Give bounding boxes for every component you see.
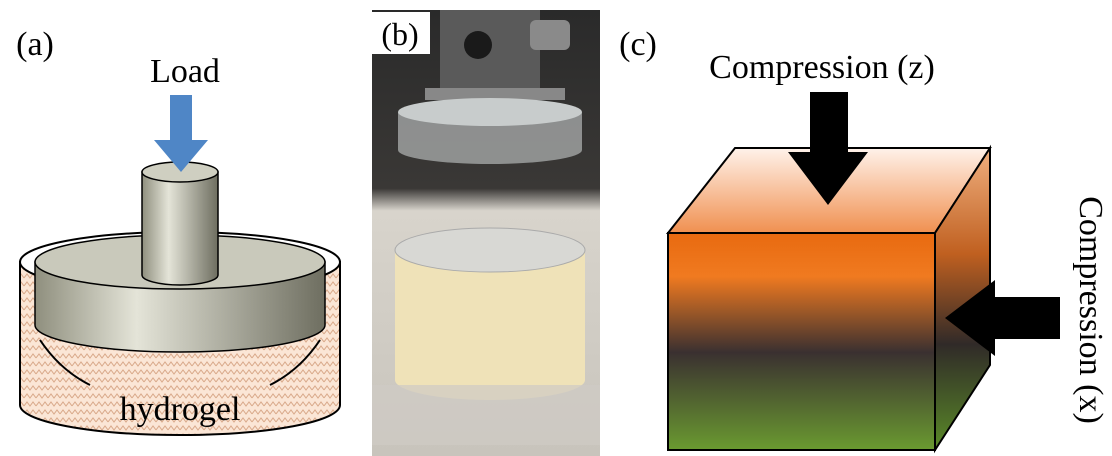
panel-label: (b) — [381, 16, 418, 52]
panel-b: (b) — [372, 10, 600, 456]
figure: (a) Load hydrogel (b) (c) Compression (z… — [0, 0, 1112, 456]
hydrogel-label: hydrogel — [120, 391, 241, 428]
compression-z-label: Compression (z) — [709, 49, 935, 86]
load-label: Load — [150, 53, 220, 90]
panel-label: (c) — [619, 26, 657, 63]
panel-c: (c) Compression (z) Compression (x) — [619, 26, 1109, 450]
compression-x-label: Compression (x) — [1072, 196, 1109, 424]
panel-a: (a) Load hydrogel — [16, 26, 340, 435]
panel-label: (a) — [16, 26, 54, 63]
